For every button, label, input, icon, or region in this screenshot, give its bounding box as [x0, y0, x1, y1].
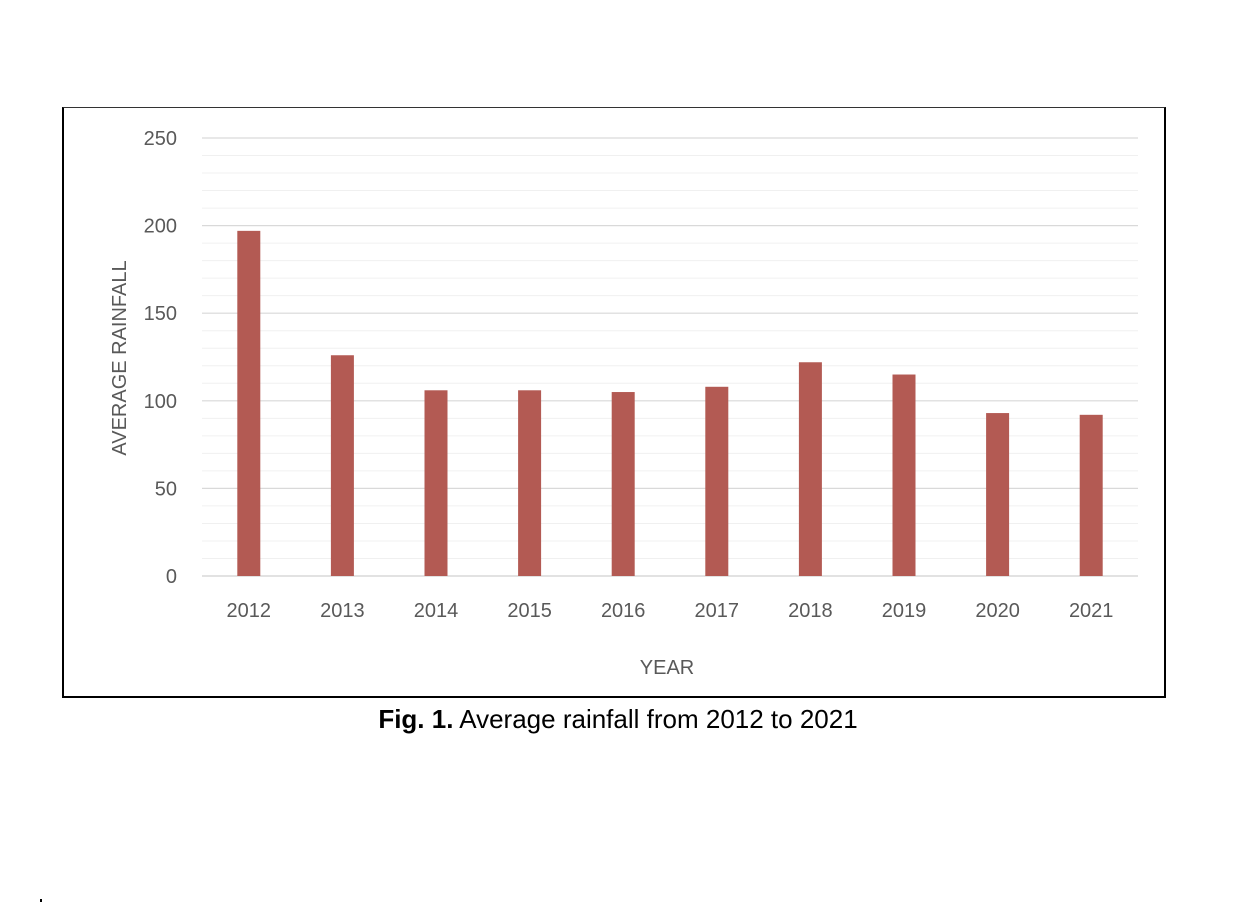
bar-2012: [237, 230, 261, 576]
bar-2021: [1079, 414, 1103, 576]
y-tick-label: 200: [144, 216, 177, 238]
figure-caption-text: Average rainfall from 2012 to 2021: [453, 704, 858, 734]
bar-2017: [705, 386, 729, 576]
bar-2019: [892, 374, 916, 576]
bar-chart: 2012 2013 2014 2015 2016 2017 2018 2019 2020 2021…: [109, 128, 1138, 679]
x-tick-label: 2012: [227, 600, 271, 622]
figure-caption-label: Fig. 1.: [378, 704, 454, 734]
x-axis-title: YEAR: [640, 657, 694, 679]
chart-frame: 2012 2013 2014 2015 2016 2017 2018 2019 2020 2021…: [62, 107, 1166, 698]
x-tick-label: 2016: [601, 600, 646, 622]
x-tick-label: 2013: [320, 600, 365, 622]
y-axis-tick-labels: 0 50 100 150 200 250: [144, 128, 177, 588]
y-tick-label: 250: [144, 128, 177, 150]
minor-gridlines: [202, 155, 1138, 559]
y-tick-label: 50: [155, 478, 177, 500]
bar-series: [237, 230, 1103, 576]
y-tick-label: 150: [144, 303, 177, 325]
major-gridlines: [202, 137, 1138, 577]
y-axis-title: AVERAGE RAINFALL: [109, 260, 131, 455]
bar-2020: [986, 413, 1010, 576]
y-tick-label: 100: [144, 391, 177, 413]
x-tick-label: 2018: [788, 600, 833, 622]
stray-dot: [40, 899, 42, 902]
bar-2018: [798, 362, 822, 576]
x-tick-label: 2015: [507, 600, 551, 622]
figure-caption: Fig. 1. Average rainfall from 2012 to 20…: [0, 704, 1236, 735]
bar-2015: [518, 390, 542, 576]
bar-2013: [330, 355, 354, 576]
x-tick-label: 2017: [695, 600, 740, 622]
x-tick-label: 2020: [975, 600, 1020, 622]
x-tick-label: 2021: [1069, 600, 1114, 622]
bar-2016: [611, 392, 635, 576]
x-axis-tick-labels: 2012 2013 2014 2015 2016 2017 2018 2019 2020 2021: [227, 600, 1114, 622]
x-tick-label: 2014: [414, 600, 459, 622]
x-tick-label: 2019: [882, 600, 927, 622]
bar-2014: [424, 390, 448, 576]
y-tick-label: 0: [166, 566, 177, 588]
